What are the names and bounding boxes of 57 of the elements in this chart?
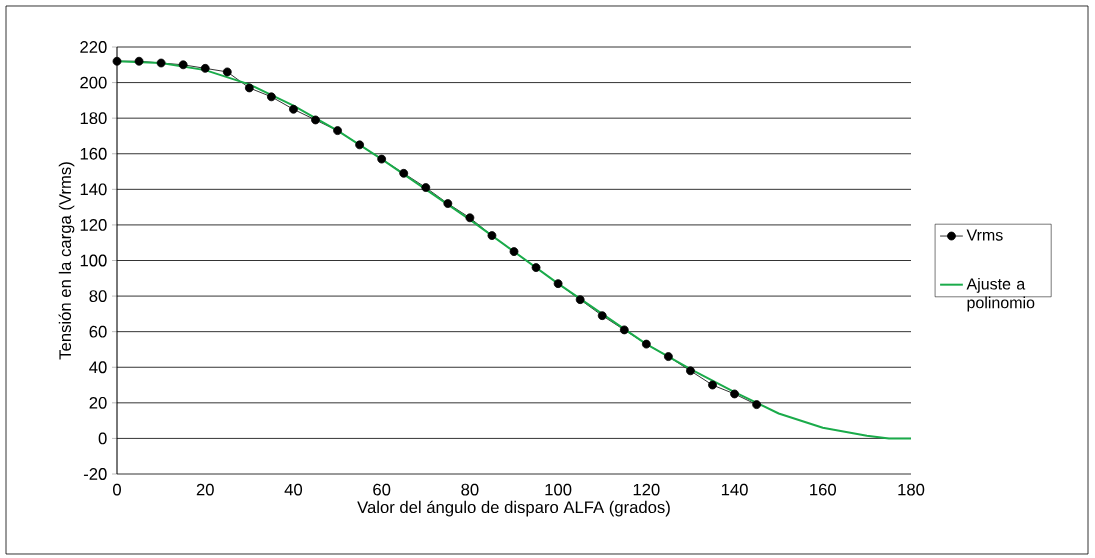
y-tick-label: 200 <box>80 76 107 89</box>
y-tick-label: 60 <box>89 325 107 338</box>
point <box>399 168 409 178</box>
y-tick-label: 80 <box>89 290 107 302</box>
point <box>575 295 585 305</box>
legend-label: Ajuste a polinomio <box>966 277 1035 312</box>
y-tick-label: 20 <box>89 396 107 409</box>
point <box>333 126 342 136</box>
point <box>487 231 497 240</box>
point <box>421 183 431 192</box>
point <box>244 83 254 93</box>
x-tick-label: 80 <box>461 483 479 496</box>
x-tick-label: 40 <box>284 483 303 496</box>
y-tick-label: 160 <box>80 147 107 160</box>
x-tick-label: 160 <box>810 483 837 496</box>
x-tick-label: 0 <box>113 483 121 496</box>
y-tick-label: 220 <box>80 41 107 53</box>
x-tick-label: 140 <box>721 483 748 496</box>
y-tick-label: 180 <box>80 112 107 125</box>
point <box>597 311 607 321</box>
x-tick-label: 20 <box>196 483 214 496</box>
point <box>708 380 717 390</box>
point <box>355 140 365 150</box>
y-axis-title: Tensión en la carga (Vrms) <box>58 162 75 360</box>
y-tick-label: 120 <box>80 219 107 231</box>
y-tick-label: 100 <box>80 254 107 267</box>
point <box>311 115 320 125</box>
x-tick-label: 100 <box>545 483 572 496</box>
point <box>289 104 298 114</box>
point <box>619 325 629 335</box>
point <box>222 67 232 77</box>
point <box>200 63 210 73</box>
y-tick-label: 140 <box>80 183 107 196</box>
x-tick-label: 180 <box>898 483 925 496</box>
point <box>156 58 166 68</box>
x-axis-title: Valor del ángulo de disparo ALFA (grados) <box>357 500 670 517</box>
point <box>112 56 122 66</box>
y-tick-label: 0 <box>98 432 107 445</box>
point <box>465 213 475 223</box>
point <box>686 366 695 376</box>
point <box>509 247 519 256</box>
point <box>553 279 563 289</box>
point <box>663 352 673 361</box>
point <box>134 56 144 66</box>
y-tick-label: 40 <box>89 361 107 374</box>
x-tick-label: 60 <box>373 483 391 496</box>
point <box>266 92 276 102</box>
point <box>443 199 453 208</box>
y-tick-label: -20 <box>83 468 107 480</box>
point <box>752 400 762 410</box>
point <box>531 263 541 273</box>
point <box>178 60 188 70</box>
point <box>641 339 651 349</box>
point <box>730 389 739 399</box>
legend-label: Vrms <box>966 229 1003 241</box>
x-tick-label: 120 <box>633 483 660 496</box>
point <box>377 154 387 164</box>
